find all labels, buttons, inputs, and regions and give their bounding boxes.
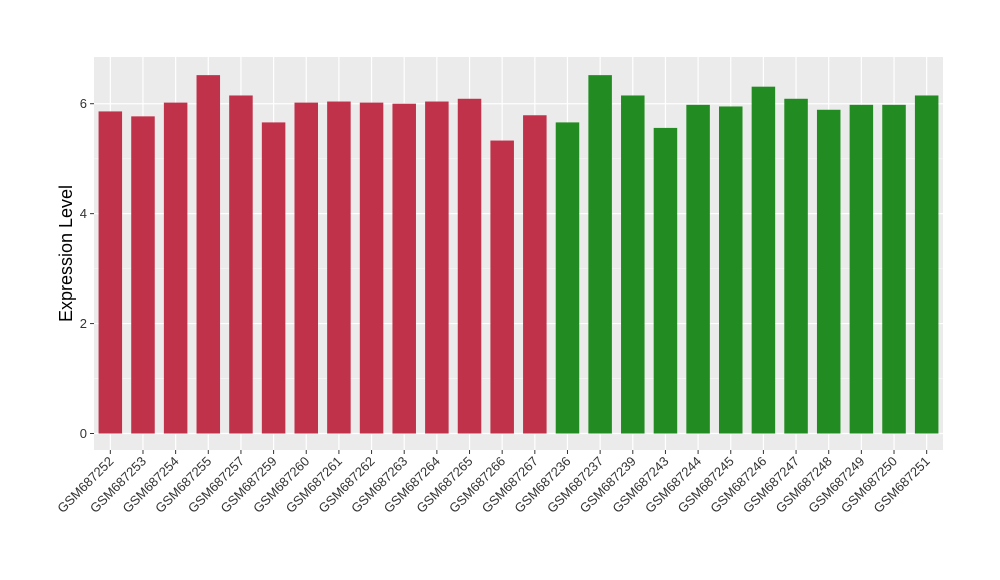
bar bbox=[457, 98, 482, 434]
bar bbox=[621, 95, 645, 434]
bar bbox=[849, 104, 874, 434]
bar bbox=[490, 140, 514, 434]
bar bbox=[359, 102, 384, 434]
bar bbox=[327, 101, 351, 434]
bar bbox=[392, 103, 416, 434]
bar bbox=[261, 122, 286, 434]
bar bbox=[914, 95, 939, 434]
bar bbox=[163, 102, 188, 434]
bar bbox=[229, 95, 253, 434]
bar bbox=[816, 109, 841, 434]
bar bbox=[718, 106, 743, 434]
bar bbox=[882, 104, 906, 434]
bar bbox=[555, 122, 580, 434]
y-tick-label: 6 bbox=[80, 96, 87, 111]
plot-panel bbox=[94, 57, 943, 450]
bars bbox=[98, 75, 939, 434]
y-tick-label: 4 bbox=[80, 206, 87, 221]
y-axis-title: Expression Level bbox=[56, 185, 76, 322]
bar bbox=[98, 111, 123, 434]
y-tick-label: 0 bbox=[80, 426, 87, 441]
bar bbox=[294, 102, 319, 434]
bar bbox=[686, 104, 710, 434]
bar bbox=[784, 98, 808, 434]
bar bbox=[653, 127, 678, 434]
bar bbox=[523, 115, 547, 434]
bar bbox=[588, 75, 612, 434]
bar bbox=[751, 86, 776, 434]
bar bbox=[131, 116, 155, 434]
bar bbox=[425, 101, 449, 434]
y-axis: 0 2 4 6 bbox=[80, 96, 94, 441]
x-axis: GSM687252GSM687253GSM687254GSM687255GSM6… bbox=[54, 450, 933, 516]
y-tick-label: 2 bbox=[80, 316, 87, 331]
bar bbox=[196, 75, 221, 434]
